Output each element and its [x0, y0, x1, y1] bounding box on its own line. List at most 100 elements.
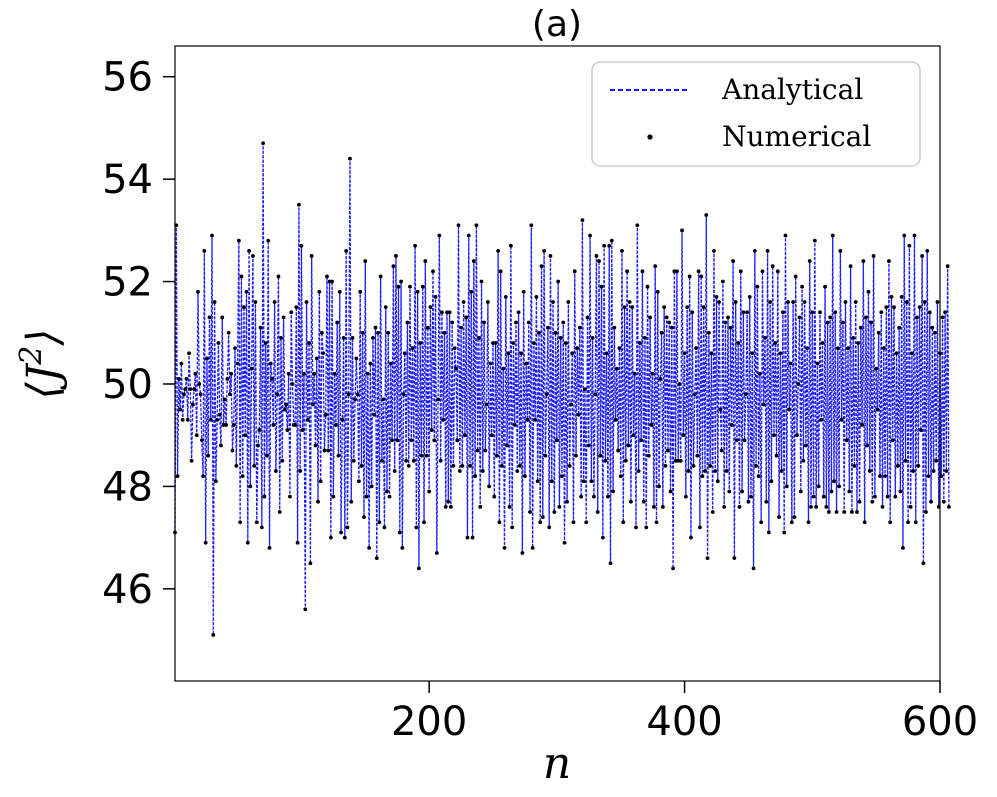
numerical-point	[330, 279, 334, 284]
numerical-point	[710, 510, 715, 514]
numerical-point	[634, 525, 638, 530]
numerical-point	[565, 499, 569, 504]
numerical-point	[558, 336, 563, 340]
numerical-point	[616, 448, 621, 453]
numerical-point	[341, 336, 346, 340]
numerical-point	[858, 325, 863, 330]
numerical-point	[839, 417, 844, 422]
numerical-point	[273, 469, 278, 473]
numerical-point	[478, 504, 483, 509]
numerical-point	[934, 458, 939, 463]
numerical-point	[507, 504, 512, 509]
numerical-point	[580, 218, 585, 223]
numerical-point	[884, 305, 889, 310]
numerical-point	[865, 443, 870, 448]
numerical-point	[585, 315, 590, 320]
numerical-point	[350, 336, 355, 340]
numerical-point	[646, 453, 651, 458]
numerical-point	[355, 392, 360, 397]
x-tick-label: 200	[391, 699, 467, 745]
numerical-point	[431, 269, 435, 274]
numerical-point	[434, 551, 439, 555]
numerical-point	[386, 330, 391, 335]
numerical-point	[712, 248, 716, 253]
numerical-point	[373, 325, 378, 330]
numerical-point	[778, 351, 783, 356]
numerical-point	[699, 274, 704, 279]
numerical-point	[680, 228, 684, 233]
numerical-point	[944, 469, 949, 473]
numerical-point	[193, 371, 198, 376]
numerical-point	[261, 141, 266, 146]
numerical-point	[228, 392, 232, 397]
numerical-point	[644, 525, 649, 530]
numerical-point	[747, 295, 752, 299]
numerical-point	[604, 351, 609, 356]
numerical-point	[655, 289, 660, 294]
y-axis: 46 48 50 52 54 56	[102, 55, 175, 613]
numerical-point	[714, 295, 719, 299]
numerical-point	[894, 351, 899, 356]
numerical-point	[569, 402, 573, 407]
numerical-point	[213, 479, 218, 484]
numerical-point	[362, 515, 366, 520]
numerical-point	[696, 269, 701, 274]
numerical-point	[602, 243, 607, 248]
numerical-point	[276, 274, 281, 279]
numerical-point	[353, 397, 357, 402]
numerical-point	[253, 300, 258, 304]
x-axis: 200 400 600	[391, 681, 978, 745]
numerical-point	[369, 484, 374, 489]
numerical-point	[455, 438, 460, 443]
numerical-point	[448, 504, 453, 509]
numerical-point	[498, 269, 503, 274]
legend-box	[591, 61, 921, 167]
numerical-point	[630, 305, 635, 310]
numerical-point	[422, 520, 426, 525]
numerical-point	[901, 545, 905, 550]
numerical-point	[528, 510, 532, 514]
numerical-point	[910, 351, 914, 356]
numerical-point	[175, 474, 180, 479]
numerical-point	[219, 443, 223, 448]
numerical-point	[464, 315, 469, 320]
numerical-point	[888, 520, 893, 525]
numerical-point	[792, 515, 797, 520]
numerical-point	[658, 376, 663, 381]
numerical-point	[826, 510, 831, 514]
numerical-point	[342, 535, 347, 540]
y-tick-label: 52	[102, 260, 153, 306]
numerical-point	[577, 325, 582, 330]
numerical-point	[344, 248, 349, 253]
numerical-point	[272, 300, 277, 304]
numerical-point	[298, 469, 303, 473]
numerical-point	[184, 376, 189, 381]
numerical-point	[335, 320, 340, 325]
numerical-point	[441, 417, 446, 422]
numerical-point	[681, 433, 686, 438]
numerical-point	[517, 464, 522, 468]
numerical-point	[180, 417, 185, 422]
numerical-point	[927, 310, 932, 315]
svg-text:⟨J2⟩: ⟨J2⟩	[14, 328, 70, 399]
numerical-point	[210, 233, 214, 238]
numerical-point	[579, 494, 584, 499]
x-axis-label: n	[543, 738, 571, 789]
numerical-point	[924, 510, 928, 514]
numerical-point	[683, 494, 688, 499]
numerical-point	[197, 382, 202, 386]
numerical-point	[540, 515, 545, 520]
numerical-point	[588, 233, 592, 238]
numerical-point	[263, 341, 268, 345]
numerical-point	[782, 530, 787, 535]
numerical-point	[635, 223, 640, 228]
numerical-point	[309, 254, 314, 258]
numerical-point	[415, 289, 420, 294]
numerical-point	[796, 382, 801, 386]
numerical-point	[561, 320, 566, 325]
numerical-point	[248, 484, 253, 489]
numerical-point	[738, 269, 743, 274]
numerical-point	[652, 504, 656, 509]
numerical-point	[493, 341, 498, 345]
numerical-point	[732, 556, 737, 560]
